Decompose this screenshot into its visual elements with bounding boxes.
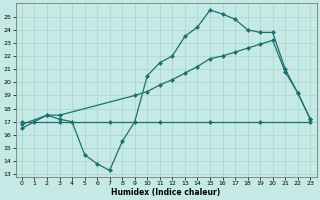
X-axis label: Humidex (Indice chaleur): Humidex (Indice chaleur) — [111, 188, 221, 197]
